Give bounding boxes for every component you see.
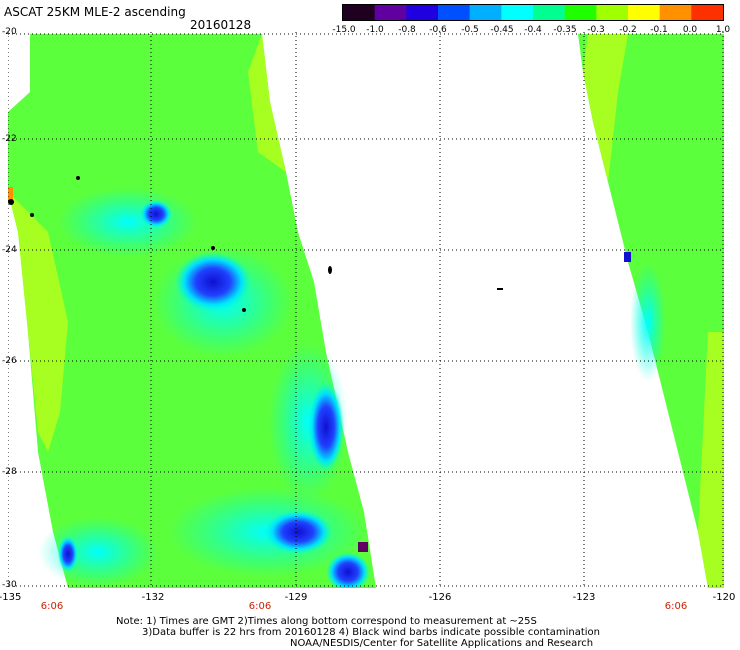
colorbar-label: -0.6 — [429, 25, 447, 35]
colorbar-label: -0.4 — [524, 25, 542, 35]
low-wind-blob — [175, 252, 251, 312]
map-title: ASCAT 25KM MLE-2 ascending — [4, 5, 186, 19]
low-wind-blob — [326, 552, 370, 588]
y-tick-label: -30 — [2, 580, 17, 590]
note-line: Note: 1) Times are GMT 2)Times along bot… — [116, 616, 537, 627]
colorbar-label: 1.0 — [715, 25, 731, 35]
cyan-region — [58, 187, 198, 257]
time-label: 6:06 — [40, 601, 64, 612]
high-value-pixel — [358, 542, 368, 552]
colorbar — [342, 4, 724, 21]
colorbar-label: -0.1 — [650, 25, 668, 35]
x-tick-label: -135 — [0, 592, 22, 603]
cyan-region — [38, 517, 158, 587]
low-wind-blob — [308, 382, 344, 472]
colorbar-segment — [469, 5, 502, 20]
x-tick-label: -126 — [428, 592, 452, 603]
right-swath-yellow — [583, 34, 628, 182]
right-swath-yellow-south — [698, 332, 724, 588]
note-line: 3)Data buffer is 22 hrs from 20160128 4)… — [142, 627, 600, 638]
colorbar-label: -0.2 — [619, 25, 637, 35]
coastal-pixel — [8, 187, 13, 202]
colorbar-label: -0.5 — [461, 25, 479, 35]
colorbar-segment — [564, 5, 597, 20]
x-tick-label: -120 — [712, 592, 736, 603]
left-swath-yellow-east — [248, 34, 286, 172]
colorbar-label: -0.3 — [587, 25, 605, 35]
y-tick-label: -20 — [2, 27, 17, 37]
colorbar-segment — [374, 5, 407, 20]
colorbar-label: 0.0 — [682, 25, 698, 35]
time-label: 6:06 — [248, 601, 272, 612]
grid-lines — [8, 32, 724, 588]
colorbar-segment — [659, 5, 692, 20]
colorbar-segment — [343, 5, 376, 20]
colorbar-label: -0.8 — [398, 25, 416, 35]
note-line: NOAA/NESDIS/Center for Satellite Applica… — [290, 638, 594, 649]
low-wind-blob — [140, 200, 172, 228]
low-wind-blob — [58, 536, 78, 572]
colorbar-labels: -15.0 -1.0 -0.8 -0.6 -0.5 -0.45 -0.4 -0.… — [330, 25, 740, 37]
cyan-region — [630, 262, 666, 382]
low-wind-blob — [264, 510, 332, 554]
colorbar-label: -1.0 — [366, 25, 384, 35]
colorbar-label: -15.0 — [332, 25, 356, 35]
left-swath-yellow-west — [8, 192, 68, 452]
y-tick-label: -26 — [2, 356, 17, 366]
y-tick-label: -24 — [2, 245, 17, 255]
y-tick-label: -22 — [2, 134, 17, 144]
colorbar-segment — [596, 5, 629, 20]
map-plot-area — [8, 32, 724, 588]
colorbar-segment — [501, 5, 534, 20]
x-tick-label: -132 — [141, 592, 165, 603]
colorbar-segment — [533, 5, 566, 20]
x-tick-label: -129 — [284, 592, 308, 603]
y-tick-label: -28 — [2, 467, 17, 477]
time-label: 6:06 — [664, 601, 688, 612]
low-wind-pixel — [624, 252, 631, 262]
colorbar-segment — [691, 5, 724, 20]
colorbar-segment — [438, 5, 471, 20]
x-tick-label: -123 — [572, 592, 596, 603]
colorbar-segment — [406, 5, 439, 20]
wind-barb-marks — [8, 176, 503, 312]
colorbar-segment — [628, 5, 661, 20]
colorbar-label: -0.35 — [553, 25, 577, 35]
colorbar-label: -0.45 — [490, 25, 514, 35]
map-date: 20160128 — [190, 18, 252, 32]
